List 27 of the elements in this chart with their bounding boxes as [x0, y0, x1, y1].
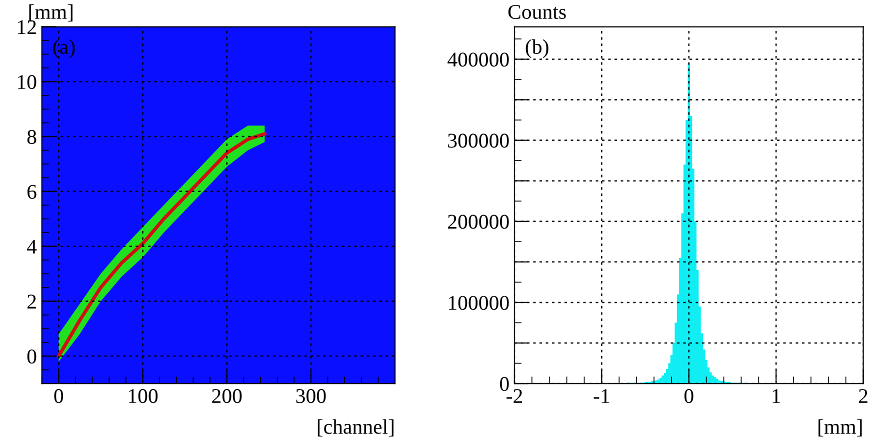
y-tick-label: 300000 — [448, 134, 509, 148]
x-tick-label: -1 — [594, 389, 610, 403]
x-tick-label: 1 — [772, 389, 780, 403]
y-tick-label: 0 — [500, 376, 509, 391]
x-axis-title: [channel] — [318, 419, 394, 436]
x-tick-label: 100 — [128, 389, 158, 404]
x-tick-label: 200 — [212, 389, 242, 404]
x-tick-label: 0 — [684, 389, 694, 404]
y-tick-label: 6 — [27, 184, 36, 199]
y-tick-label: 12 — [18, 20, 36, 34]
x-tick-label: -2 — [506, 389, 522, 403]
y-tick-label: 2 — [27, 294, 36, 308]
x-tick-label: 300 — [296, 389, 326, 404]
annotation: (b) — [526, 39, 548, 58]
y-tick-label: 100000 — [448, 296, 509, 310]
y-axis-title: [mm] — [29, 4, 72, 22]
y-tick-label: 4 — [26, 240, 37, 254]
y-tick-label: 10 — [18, 75, 36, 90]
annotation: (a) — [53, 39, 75, 58]
x-axis-title: [mm] — [818, 419, 862, 436]
y-tick-label: 0 — [27, 349, 36, 364]
y-axis-title: Counts — [508, 4, 566, 19]
y-tick-label: 200000 — [448, 214, 509, 229]
x-tick-label: 0 — [54, 389, 64, 404]
x-tick-label: 2 — [858, 389, 868, 403]
y-tick-label: 400000 — [448, 52, 509, 67]
y-tick-label: 8 — [27, 130, 36, 144]
